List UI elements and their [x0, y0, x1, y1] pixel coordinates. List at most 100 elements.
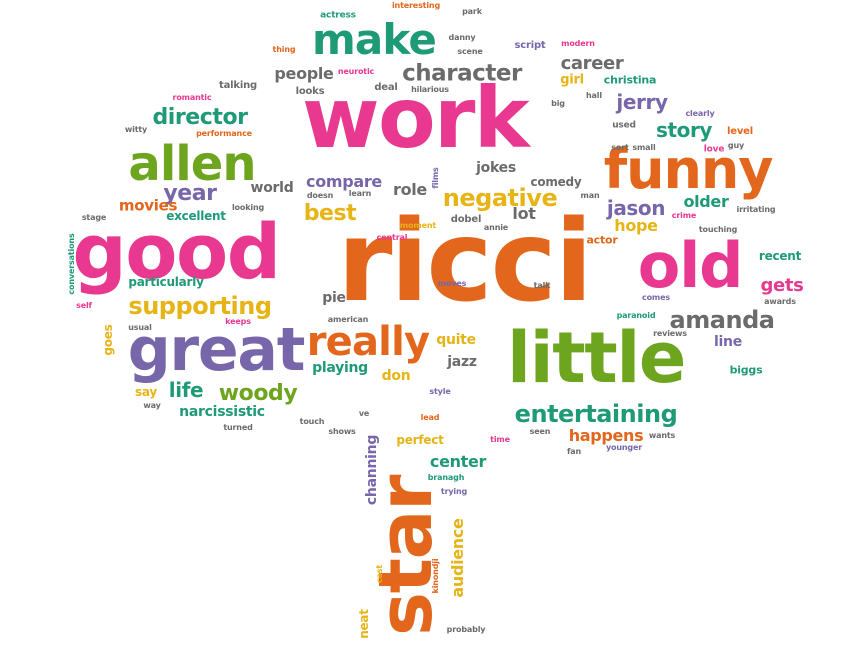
word-woody: woody: [218, 381, 298, 406]
word-fan: fan: [566, 447, 582, 456]
word-looking: looking: [231, 203, 265, 212]
word-lead: lead: [420, 413, 440, 422]
word-jason: jason: [606, 196, 666, 220]
word-small: small: [632, 143, 656, 152]
word-good: good: [72, 207, 281, 296]
word-gets: gets: [760, 275, 804, 296]
word-pie: pie: [322, 290, 346, 306]
word-park: park: [462, 7, 482, 16]
word-goes: goes: [101, 324, 115, 356]
word-awards: awards: [764, 297, 796, 306]
word-career: career: [560, 53, 624, 74]
word-self: self: [76, 301, 92, 310]
word-quite: quite: [436, 332, 476, 348]
word-annie: annie: [483, 223, 509, 232]
word-year: year: [163, 181, 217, 206]
word-level: level: [727, 126, 753, 137]
word-funny: funny: [603, 138, 774, 201]
word-great: great: [127, 315, 306, 385]
word-deal: deal: [374, 82, 398, 93]
word-movies: movies: [118, 196, 178, 215]
word-cast: cast: [375, 564, 384, 584]
word-interesting: interesting: [391, 1, 441, 10]
word-lot: lot: [512, 204, 536, 223]
word-keeps: keeps: [225, 317, 251, 326]
word-biggs: biggs: [729, 363, 763, 377]
word-work: work: [302, 69, 530, 167]
word-trying: trying: [440, 487, 468, 496]
word-crime: crime: [671, 211, 697, 220]
word-jazz: jazz: [447, 354, 477, 370]
word-modern: modern: [561, 39, 595, 48]
word-role: role: [393, 180, 427, 199]
word-paranoid: paranoid: [616, 311, 656, 320]
word-christina: christina: [603, 73, 657, 87]
word-center: center: [429, 452, 487, 471]
word-script: script: [514, 40, 546, 51]
word-little: little: [507, 317, 686, 399]
word-world: world: [250, 180, 294, 196]
word-hope: hope: [614, 216, 658, 235]
word-girl: girl: [560, 72, 584, 88]
word-romantic: romantic: [172, 93, 212, 102]
word-probably: probably: [446, 625, 486, 634]
word-don: don: [381, 368, 411, 384]
word-character: character: [402, 60, 522, 87]
word-entertaining: entertaining: [514, 400, 678, 428]
word-moment: moment: [399, 221, 437, 230]
word-excellent: excellent: [166, 209, 226, 223]
word-learn: learn: [348, 189, 372, 198]
word-story: story: [655, 118, 713, 142]
word-amanda: amanda: [669, 306, 775, 334]
word-narcissistic: narcissistic: [179, 404, 265, 420]
word-younger: younger: [605, 443, 643, 452]
word-dobel: dobel: [450, 214, 482, 225]
word-hall: hall: [586, 91, 602, 100]
word-danny: danny: [448, 33, 476, 42]
word-happens: happens: [568, 426, 644, 445]
word-channing: channing: [364, 434, 380, 506]
word-clearly: clearly: [685, 109, 715, 118]
word-shows: shows: [328, 427, 356, 436]
word-used: used: [612, 120, 636, 131]
word-negative: negative: [442, 184, 558, 212]
word-audience: audience: [448, 518, 467, 598]
word-style: style: [429, 387, 451, 396]
word-wants: wants: [648, 431, 676, 440]
word-hilarious: hilarious: [411, 85, 449, 94]
word-scene: scene: [457, 47, 483, 56]
word-branagh: branagh: [427, 473, 465, 482]
word-old: old: [637, 229, 744, 302]
word-comes: comes: [642, 293, 670, 302]
word-guy: guy: [727, 141, 745, 150]
word-life: life: [168, 378, 204, 402]
word-conversations: conversations: [67, 233, 76, 295]
word-usual: usual: [128, 323, 152, 332]
word-witty: witty: [124, 125, 148, 134]
word-star: star: [363, 476, 449, 636]
word-thing: thing: [272, 45, 296, 54]
word-people: people: [274, 64, 334, 83]
word-playing: playing: [312, 360, 368, 376]
word-sort: sort: [611, 143, 629, 152]
word-stage: stage: [81, 213, 107, 222]
word-older: older: [683, 192, 729, 211]
word-performance: performance: [196, 129, 252, 138]
word-man: man: [580, 191, 600, 200]
word-best: best: [303, 201, 357, 226]
word-films: films: [431, 167, 440, 189]
word-love: love: [703, 144, 725, 155]
word-big: big: [551, 99, 565, 108]
word-central: central: [376, 233, 408, 242]
word-touch: touch: [299, 417, 325, 426]
word-doesn: doesn: [306, 191, 334, 200]
word-ricci: ricci: [337, 197, 593, 327]
word-looks: looks: [295, 86, 325, 97]
word-neurotic: neurotic: [337, 67, 375, 76]
word-irritating: irritating: [736, 205, 776, 214]
word-seen: seen: [529, 427, 551, 436]
word-recent: recent: [758, 249, 802, 263]
word-touching: touching: [698, 225, 738, 234]
word-actress: actress: [320, 10, 356, 21]
